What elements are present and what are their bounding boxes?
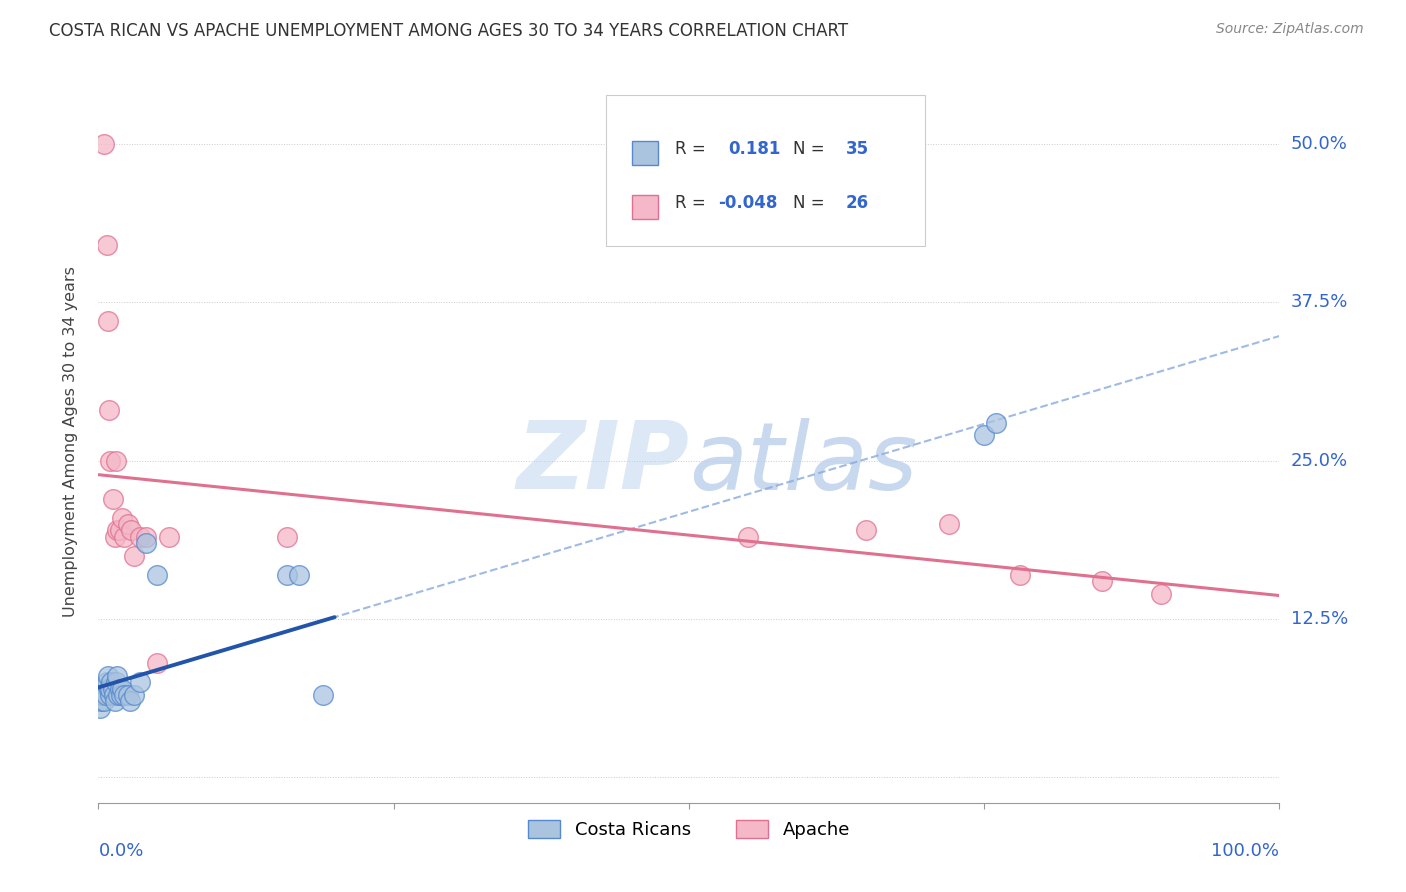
Point — [104, 694, 127, 708]
FancyBboxPatch shape — [633, 141, 658, 165]
Text: COSTA RICAN VS APACHE UNEMPLOYMENT AMONG AGES 30 TO 34 YEARS CORRELATION CHART: COSTA RICAN VS APACHE UNEMPLOYMENT AMONG… — [49, 22, 848, 40]
Point — [104, 530, 127, 544]
Point — [312, 688, 335, 702]
Point — [105, 523, 128, 537]
Point — [105, 669, 128, 683]
Point — [103, 688, 125, 702]
Point — [146, 657, 169, 671]
Point — [101, 681, 124, 696]
Point — [98, 681, 121, 696]
Point — [135, 536, 157, 550]
Text: ZIP: ZIP — [516, 417, 689, 509]
Point — [94, 688, 117, 702]
Text: R =: R = — [675, 140, 711, 158]
Text: N =: N = — [793, 140, 830, 158]
Point — [91, 688, 114, 702]
Point — [91, 681, 114, 696]
Text: 26: 26 — [846, 194, 869, 212]
Point — [98, 688, 121, 702]
Text: N =: N = — [793, 194, 830, 212]
Point — [96, 238, 118, 252]
Point — [90, 694, 112, 708]
Point — [128, 530, 150, 544]
Point — [1091, 574, 1114, 588]
Legend: Costa Ricans, Apache: Costa Ricans, Apache — [519, 811, 859, 848]
Point — [146, 567, 169, 582]
Point — [101, 491, 124, 506]
Point — [157, 530, 180, 544]
Text: 25.0%: 25.0% — [1291, 451, 1348, 469]
Point — [117, 516, 139, 531]
Point — [93, 694, 115, 708]
Point — [938, 516, 960, 531]
Text: 35: 35 — [846, 140, 869, 158]
Point — [112, 530, 135, 544]
Point — [276, 530, 298, 544]
Point — [135, 530, 157, 544]
Point — [91, 688, 114, 702]
Text: 12.5%: 12.5% — [1291, 610, 1348, 628]
Text: R =: R = — [675, 194, 711, 212]
Point — [108, 523, 131, 537]
Point — [122, 688, 145, 702]
Point — [105, 453, 128, 467]
Point — [98, 453, 121, 467]
Point — [855, 523, 877, 537]
Point — [93, 681, 115, 696]
Text: 0.0%: 0.0% — [98, 842, 143, 860]
Point — [111, 681, 134, 696]
Y-axis label: Unemployment Among Ages 30 to 34 years: Unemployment Among Ages 30 to 34 years — [63, 266, 77, 617]
Point — [89, 700, 111, 714]
Point — [93, 136, 115, 151]
Point — [98, 681, 121, 696]
Point — [122, 549, 145, 563]
Text: 100.0%: 100.0% — [1212, 842, 1279, 860]
Point — [121, 523, 143, 537]
Point — [737, 530, 759, 544]
Point — [117, 688, 139, 702]
Text: -0.048: -0.048 — [718, 194, 778, 212]
Point — [276, 567, 298, 582]
Point — [105, 675, 128, 690]
Point — [108, 681, 131, 696]
Point — [107, 688, 129, 702]
Text: 50.0%: 50.0% — [1291, 135, 1347, 153]
Point — [98, 402, 121, 417]
Point — [973, 428, 995, 442]
Text: 0.181: 0.181 — [728, 140, 780, 158]
Point — [96, 675, 118, 690]
Point — [112, 688, 135, 702]
Point — [97, 314, 120, 328]
Point — [288, 567, 311, 582]
Text: Source: ZipAtlas.com: Source: ZipAtlas.com — [1216, 22, 1364, 37]
Point — [100, 675, 122, 690]
Point — [984, 416, 1007, 430]
Point — [97, 669, 120, 683]
Point — [128, 675, 150, 690]
Point — [1150, 587, 1173, 601]
Text: 37.5%: 37.5% — [1291, 293, 1348, 311]
Point — [120, 694, 142, 708]
Point — [111, 510, 134, 524]
FancyBboxPatch shape — [606, 95, 925, 246]
Point — [1008, 567, 1031, 582]
Text: atlas: atlas — [689, 417, 917, 508]
FancyBboxPatch shape — [633, 195, 658, 219]
Point — [110, 688, 132, 702]
